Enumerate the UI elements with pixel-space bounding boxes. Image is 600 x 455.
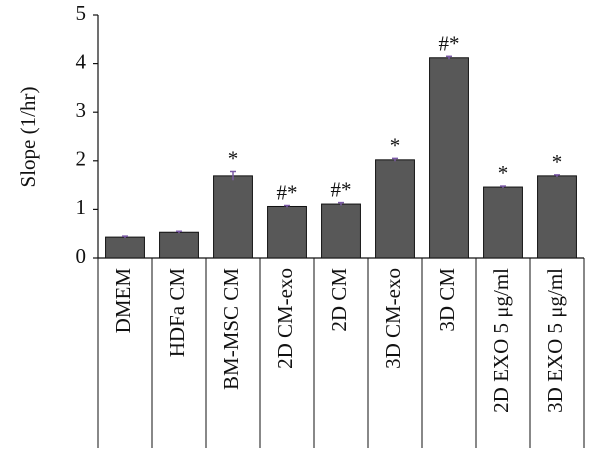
bar (321, 203, 361, 259)
x-tick-label: 2D EXO 5 μg/ml (489, 268, 513, 413)
x-tick-label: 2D CM (327, 268, 351, 332)
bar (213, 175, 253, 259)
bar (375, 159, 415, 259)
x-tick-label: HDFa CM (165, 268, 189, 358)
significance-label: #* (439, 31, 460, 55)
bar (267, 205, 307, 259)
bar (537, 175, 577, 259)
x-tick-label: DMEM (111, 268, 135, 334)
significance-label: * (228, 146, 239, 170)
y-tick-label: 0 (76, 244, 87, 268)
bar (429, 57, 469, 259)
y-tick-label: 5 (76, 1, 87, 25)
x-tick-label: 3D EXO 5 μg/ml (543, 268, 567, 413)
significance-label: * (390, 133, 401, 157)
x-tick-label: BM-MSC CM (219, 268, 243, 390)
bar (105, 236, 145, 259)
x-tick-label: 3D CM-exo (381, 268, 405, 369)
y-axis-label: Slope (1/hr) (16, 87, 40, 188)
bar (483, 186, 523, 259)
y-tick-label: 3 (76, 98, 87, 122)
significance-label: * (552, 150, 563, 174)
significance-label: * (498, 161, 509, 185)
significance-label: #* (331, 178, 352, 202)
significance-label: #* (277, 181, 298, 205)
x-tick-label: 2D CM-exo (273, 268, 297, 369)
bar (159, 231, 199, 259)
y-tick-label: 1 (76, 195, 87, 219)
x-tick-label: 3D CM (435, 268, 459, 332)
y-tick-label: 2 (76, 147, 87, 171)
y-tick-label: 4 (76, 49, 87, 73)
